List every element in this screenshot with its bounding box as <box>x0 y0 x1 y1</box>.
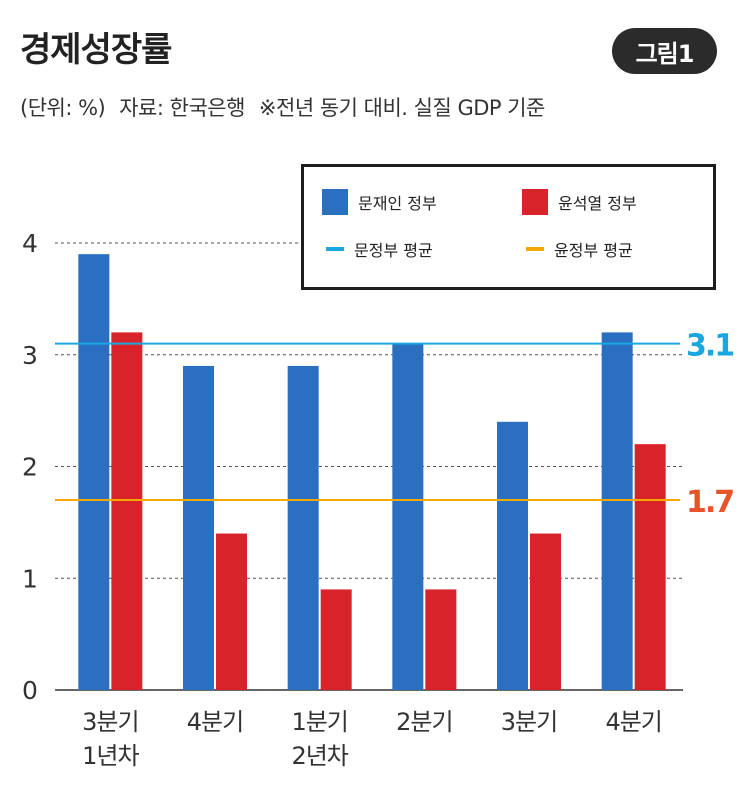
bar-yoon-2 <box>320 589 352 690</box>
avg-label-moon: 3.1 <box>686 329 733 364</box>
x-tick-label: 2분기 <box>396 708 452 736</box>
bar-yoon-3 <box>425 589 457 690</box>
legend-line-avg-moon <box>326 247 344 251</box>
bar-moon-3 <box>392 343 424 690</box>
x-tick-label: 3분기 <box>501 708 557 736</box>
bar-yoon-4 <box>530 533 561 690</box>
legend-label-yoon: 윤석열 정부 <box>558 194 637 213</box>
legend-item-avg-moon: 문정부 평균 <box>326 237 433 261</box>
y-tick-label: 3 <box>22 341 38 370</box>
chart-subtitle: (단위: %) 자료: 한국은행 ※전년 동기 대비. 실질 GDP 기준 <box>20 92 559 122</box>
chart-legend: 문재인 정부 윤석열 정부 문정부 평균 윤정부 평균 <box>301 164 716 290</box>
bar-moon-4 <box>497 421 528 690</box>
x-tick-label: 2년차 <box>291 742 348 770</box>
note-label: ※전년 동기 대비. 실질 GDP 기준 <box>258 96 545 120</box>
legend-item-yoon: 윤석열 정부 <box>522 189 637 215</box>
legend-label-moon: 문재인 정부 <box>358 194 437 213</box>
legend-item-avg-yoon: 윤정부 평균 <box>526 237 633 261</box>
y-tick-label: 4 <box>22 229 38 258</box>
bar-moon-0 <box>78 254 110 691</box>
avg-label-yoon: 1.7 <box>686 485 733 520</box>
bar-moon-2 <box>287 365 319 690</box>
x-tick-label: 1년차 <box>82 742 139 770</box>
legend-label-avg-moon: 문정부 평균 <box>354 241 433 260</box>
x-tick-label: 4분기 <box>187 708 243 736</box>
bar-yoon-1 <box>216 533 247 690</box>
unit-label: (단위: %) <box>20 96 106 120</box>
source-label: 자료: 한국은행 <box>119 96 245 120</box>
y-tick-label: 2 <box>22 453 38 482</box>
bar-yoon-0 <box>111 332 143 690</box>
bar-moon-1 <box>183 365 214 690</box>
x-tick-label: 4분기 <box>605 708 661 736</box>
chart-title: 경제성장률 <box>20 30 172 70</box>
x-tick-label: 3분기 <box>82 708 138 736</box>
legend-swatch-yoon <box>522 189 548 215</box>
x-tick-label: 1분기 <box>291 708 347 736</box>
legend-label-avg-yoon: 윤정부 평균 <box>554 241 633 260</box>
legend-line-avg-yoon <box>526 247 544 251</box>
bar-moon-5 <box>601 332 633 690</box>
legend-item-moon: 문재인 정부 <box>322 189 437 215</box>
figure-badge: 그림1 <box>612 28 717 74</box>
bar-yoon-5 <box>634 444 666 690</box>
legend-swatch-moon <box>322 189 348 215</box>
y-tick-label: 0 <box>22 676 38 705</box>
y-tick-label: 1 <box>22 564 38 593</box>
